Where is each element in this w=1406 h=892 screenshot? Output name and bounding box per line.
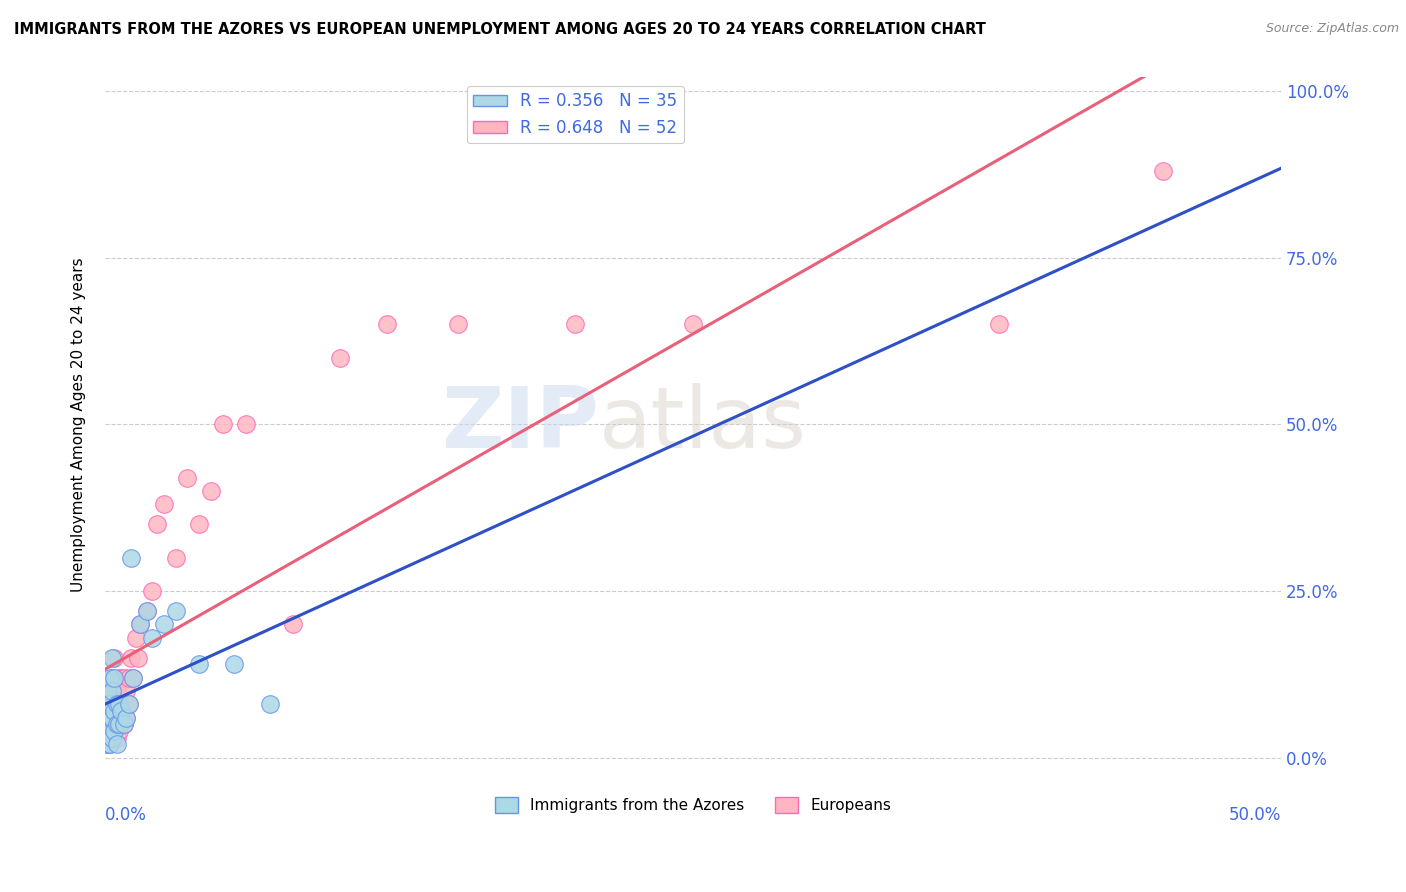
Point — [165, 550, 187, 565]
Point — [96, 738, 118, 752]
Point — [375, 317, 398, 331]
Point — [235, 417, 257, 432]
Point — [96, 684, 118, 698]
Point — [141, 631, 163, 645]
Point — [101, 684, 124, 698]
Text: atlas: atlas — [599, 383, 807, 466]
Point — [103, 704, 125, 718]
Text: 50.0%: 50.0% — [1229, 805, 1281, 824]
Point — [117, 698, 139, 712]
Point — [103, 711, 125, 725]
Point — [176, 470, 198, 484]
Point — [110, 717, 132, 731]
Point — [110, 671, 132, 685]
Point — [108, 671, 131, 685]
Point — [259, 698, 281, 712]
Point — [122, 671, 145, 685]
Point — [152, 617, 174, 632]
Point — [682, 317, 704, 331]
Point — [101, 717, 124, 731]
Point — [98, 724, 121, 739]
Point — [108, 717, 131, 731]
Point — [105, 711, 128, 725]
Point — [120, 650, 142, 665]
Text: IMMIGRANTS FROM THE AZORES VS EUROPEAN UNEMPLOYMENT AMONG AGES 20 TO 24 YEARS CO: IMMIGRANTS FROM THE AZORES VS EUROPEAN U… — [14, 22, 986, 37]
Point — [122, 671, 145, 685]
Point — [98, 698, 121, 712]
Point — [145, 517, 167, 532]
Point — [98, 711, 121, 725]
Legend: Immigrants from the Azores, Europeans: Immigrants from the Azores, Europeans — [489, 791, 897, 819]
Point — [188, 517, 211, 532]
Point — [103, 724, 125, 739]
Point — [98, 738, 121, 752]
Point — [112, 671, 135, 685]
Point — [188, 657, 211, 672]
Text: 0.0%: 0.0% — [105, 805, 146, 824]
Point — [101, 698, 124, 712]
Point — [103, 684, 125, 698]
Point — [127, 650, 149, 665]
Point — [136, 604, 159, 618]
Point — [96, 724, 118, 739]
Point — [117, 671, 139, 685]
Point — [136, 604, 159, 618]
Point — [165, 604, 187, 618]
Point — [141, 584, 163, 599]
Point — [101, 731, 124, 745]
Point — [281, 617, 304, 632]
Point — [329, 351, 352, 365]
Point — [96, 738, 118, 752]
Point — [101, 711, 124, 725]
Point — [115, 711, 138, 725]
Point — [129, 617, 152, 632]
Point — [96, 717, 118, 731]
Point — [564, 317, 586, 331]
Point — [200, 483, 222, 498]
Point — [101, 671, 124, 685]
Point — [224, 657, 246, 672]
Point — [108, 698, 131, 712]
Point — [108, 724, 131, 739]
Point — [96, 711, 118, 725]
Point — [129, 617, 152, 632]
Point — [105, 731, 128, 745]
Point — [110, 698, 132, 712]
Point — [105, 698, 128, 712]
Point — [112, 698, 135, 712]
Point — [124, 631, 146, 645]
Point — [110, 704, 132, 718]
Point — [101, 731, 124, 745]
Point — [103, 650, 125, 665]
Point — [105, 738, 128, 752]
Text: ZIP: ZIP — [441, 383, 599, 466]
Point — [103, 671, 125, 685]
Point — [115, 684, 138, 698]
Point — [105, 684, 128, 698]
Point — [98, 738, 121, 752]
Point — [98, 724, 121, 739]
Point — [987, 317, 1010, 331]
Point — [103, 724, 125, 739]
Point — [447, 317, 470, 331]
Y-axis label: Unemployment Among Ages 20 to 24 years: Unemployment Among Ages 20 to 24 years — [72, 257, 86, 591]
Point — [108, 704, 131, 718]
Point — [115, 711, 138, 725]
Point — [101, 650, 124, 665]
Point — [112, 717, 135, 731]
Point — [211, 417, 233, 432]
Text: Source: ZipAtlas.com: Source: ZipAtlas.com — [1265, 22, 1399, 36]
Point — [117, 698, 139, 712]
Point — [152, 497, 174, 511]
Point — [105, 717, 128, 731]
Point — [1152, 164, 1174, 178]
Point — [112, 717, 135, 731]
Point — [98, 704, 121, 718]
Point — [120, 550, 142, 565]
Point — [98, 671, 121, 685]
